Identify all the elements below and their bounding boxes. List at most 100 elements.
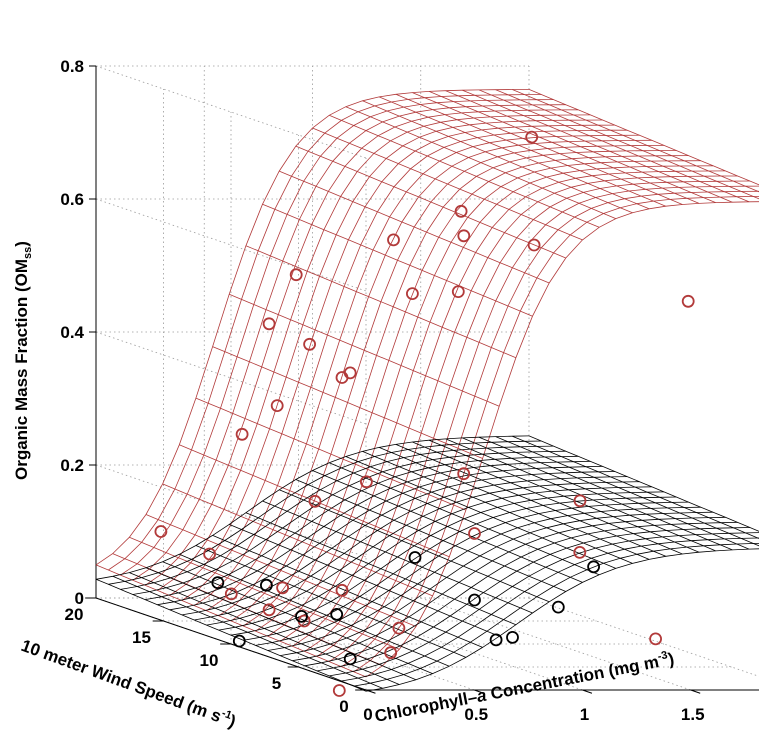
- data-point-black: [259, 578, 273, 592]
- surface-mesh-line: [95, 564, 367, 678]
- x-axis-label: Chlorophyll–a Concentration (mg m-3): [373, 648, 676, 726]
- surface-mesh-line: [512, 89, 759, 193]
- surface-mesh-line: [162, 561, 433, 674]
- surface-mesh-line: [129, 536, 400, 650]
- x-tick-mark: [582, 689, 593, 694]
- surface-mesh-line: [195, 397, 467, 511]
- surface-mesh-line: [462, 437, 733, 551]
- surfaces: [95, 89, 759, 692]
- data-point-red: [649, 632, 662, 646]
- surface-mesh-line: [412, 92, 683, 205]
- data-point-red: [384, 646, 398, 660]
- data-point-red: [262, 603, 276, 617]
- data-point-red: [527, 238, 541, 252]
- surface-mesh-line: [162, 483, 433, 597]
- surface-red: [95, 89, 759, 678]
- tick-labels: 00.511.520510152000.20.40.60.8: [60, 57, 705, 724]
- data-point-black: [211, 576, 225, 589]
- data-point-red: [457, 467, 471, 481]
- z-tick-label: 0.4: [60, 323, 84, 342]
- data-point-red: [303, 337, 317, 351]
- surface-mesh-line: [279, 489, 550, 603]
- surface-mesh-line: [528, 435, 759, 532]
- surface-mesh-line: [341, 537, 759, 682]
- data-point-red: [457, 229, 471, 243]
- y-tick-label: 10: [200, 651, 219, 670]
- y-tick-label: 5: [272, 674, 281, 693]
- data-point-black: [587, 560, 600, 574]
- data-point-black: [232, 634, 246, 648]
- surface-mesh-line: [312, 127, 583, 241]
- y-tick-label: 20: [65, 605, 84, 624]
- data-point-red: [332, 684, 346, 697]
- surface-mesh-line: [328, 185, 759, 662]
- surface-mesh-line: [279, 170, 550, 284]
- data-point-red: [270, 399, 284, 413]
- surface-mesh-line: [112, 575, 383, 689]
- data-point-black: [506, 631, 519, 644]
- surface-mesh-line: [129, 572, 400, 685]
- z-tick-label: 0.8: [60, 57, 84, 76]
- surface-mesh-line: [212, 346, 483, 459]
- surface-mesh-line: [395, 444, 666, 557]
- surface-mesh-line: [145, 514, 417, 627]
- data-point-red: [468, 527, 481, 540]
- surface-mesh-line: [495, 89, 759, 200]
- x-tick-label: 0.5: [464, 705, 488, 724]
- surface-mesh-line: [528, 89, 759, 186]
- data-point-red: [262, 317, 276, 331]
- data-point-red: [343, 366, 357, 380]
- x-tick-label: 1.5: [681, 705, 705, 724]
- y-axis-label: 10 meter Wind Speed (m s-1): [19, 635, 239, 731]
- surface-mesh-line: [445, 90, 716, 203]
- surface-mesh-line: [462, 89, 733, 203]
- surface-mesh-line: [267, 160, 701, 637]
- surface-mesh-line: [345, 456, 616, 569]
- data-point-red: [203, 547, 217, 561]
- x-tick-mark: [474, 689, 484, 694]
- data-point-black: [343, 652, 357, 666]
- data-point-red: [289, 268, 303, 282]
- data-points: [154, 130, 695, 697]
- data-point-red: [392, 621, 406, 635]
- surface-mesh-line: [279, 165, 714, 642]
- surface-mesh-line: [229, 293, 500, 407]
- surface-mesh-line: [312, 470, 583, 583]
- z-tick-label: 0.6: [60, 190, 84, 209]
- surface-mesh-line: [262, 203, 533, 317]
- data-point-black: [551, 600, 565, 614]
- data-point-red: [573, 546, 587, 559]
- data-point-black: [295, 610, 308, 623]
- surface-mesh-line: [304, 175, 738, 652]
- data-point-red: [359, 475, 373, 489]
- data-point-black: [408, 551, 422, 564]
- data-point-red: [276, 581, 290, 595]
- axis-lines: [85, 65, 759, 694]
- surface-mesh-line: [478, 89, 750, 203]
- data-point-red: [308, 494, 322, 508]
- data-point-red: [525, 130, 539, 144]
- data-point-red: [405, 287, 419, 301]
- surface-mesh-line: [362, 451, 633, 564]
- data-point-red: [154, 525, 168, 538]
- surface-mesh-line: [478, 436, 750, 550]
- surface-mesh-line: [316, 180, 750, 657]
- y-tick-label: 15: [132, 628, 151, 647]
- surface-mesh-line: [378, 447, 650, 560]
- surface-mesh-line: [428, 439, 700, 553]
- surface-mesh-line: [195, 545, 467, 658]
- data-point-red: [451, 285, 465, 299]
- x-tick-label: 1: [580, 705, 589, 724]
- surface-mesh-line: [362, 100, 633, 214]
- surface-mesh-line: [378, 96, 650, 210]
- surface-mesh-line: [295, 479, 566, 592]
- surface-mesh-line: [412, 441, 683, 555]
- surface-mesh-line: [329, 462, 600, 576]
- y-tick-label: 0: [339, 697, 348, 716]
- data-point-red: [681, 294, 695, 308]
- surface-mesh-line: [145, 567, 417, 681]
- grid-line: [95, 198, 367, 292]
- x-tick-label: 0: [363, 705, 372, 724]
- surface-mesh-line: [495, 436, 759, 547]
